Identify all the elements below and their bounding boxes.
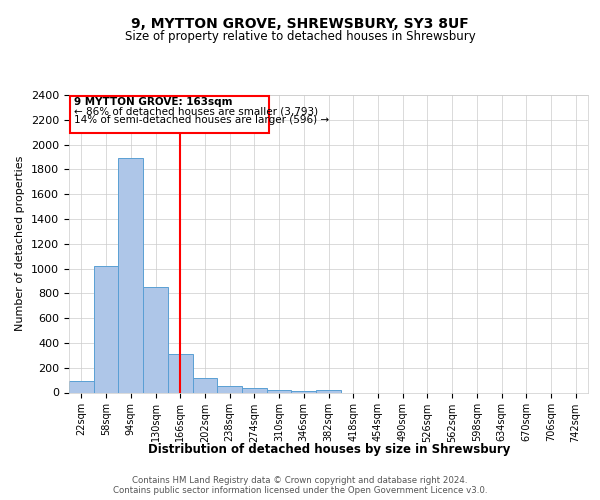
Bar	[118, 158, 143, 392]
Bar	[193, 378, 217, 392]
Bar	[242, 388, 267, 392]
Text: Distribution of detached houses by size in Shrewsbury: Distribution of detached houses by size …	[148, 442, 510, 456]
Bar	[143, 286, 168, 393]
Bar	[267, 390, 292, 392]
Text: Contains public sector information licensed under the Open Government Licence v3: Contains public sector information licen…	[113, 486, 487, 495]
Bar	[217, 386, 242, 392]
Text: Size of property relative to detached houses in Shrewsbury: Size of property relative to detached ho…	[125, 30, 475, 43]
Bar	[94, 266, 118, 392]
Text: 9, MYTTON GROVE, SHREWSBURY, SY3 8UF: 9, MYTTON GROVE, SHREWSBURY, SY3 8UF	[131, 18, 469, 32]
Bar	[69, 382, 94, 392]
Bar	[168, 354, 193, 393]
Y-axis label: Number of detached properties: Number of detached properties	[16, 156, 25, 332]
Bar	[316, 390, 341, 392]
Text: ← 86% of detached houses are smaller (3,793): ← 86% of detached houses are smaller (3,…	[74, 106, 318, 116]
Text: 9 MYTTON GROVE: 163sqm: 9 MYTTON GROVE: 163sqm	[74, 98, 232, 108]
Bar	[70, 96, 269, 133]
Text: 14% of semi-detached houses are larger (596) →: 14% of semi-detached houses are larger (…	[74, 115, 329, 125]
Text: Contains HM Land Registry data © Crown copyright and database right 2024.: Contains HM Land Registry data © Crown c…	[132, 476, 468, 485]
